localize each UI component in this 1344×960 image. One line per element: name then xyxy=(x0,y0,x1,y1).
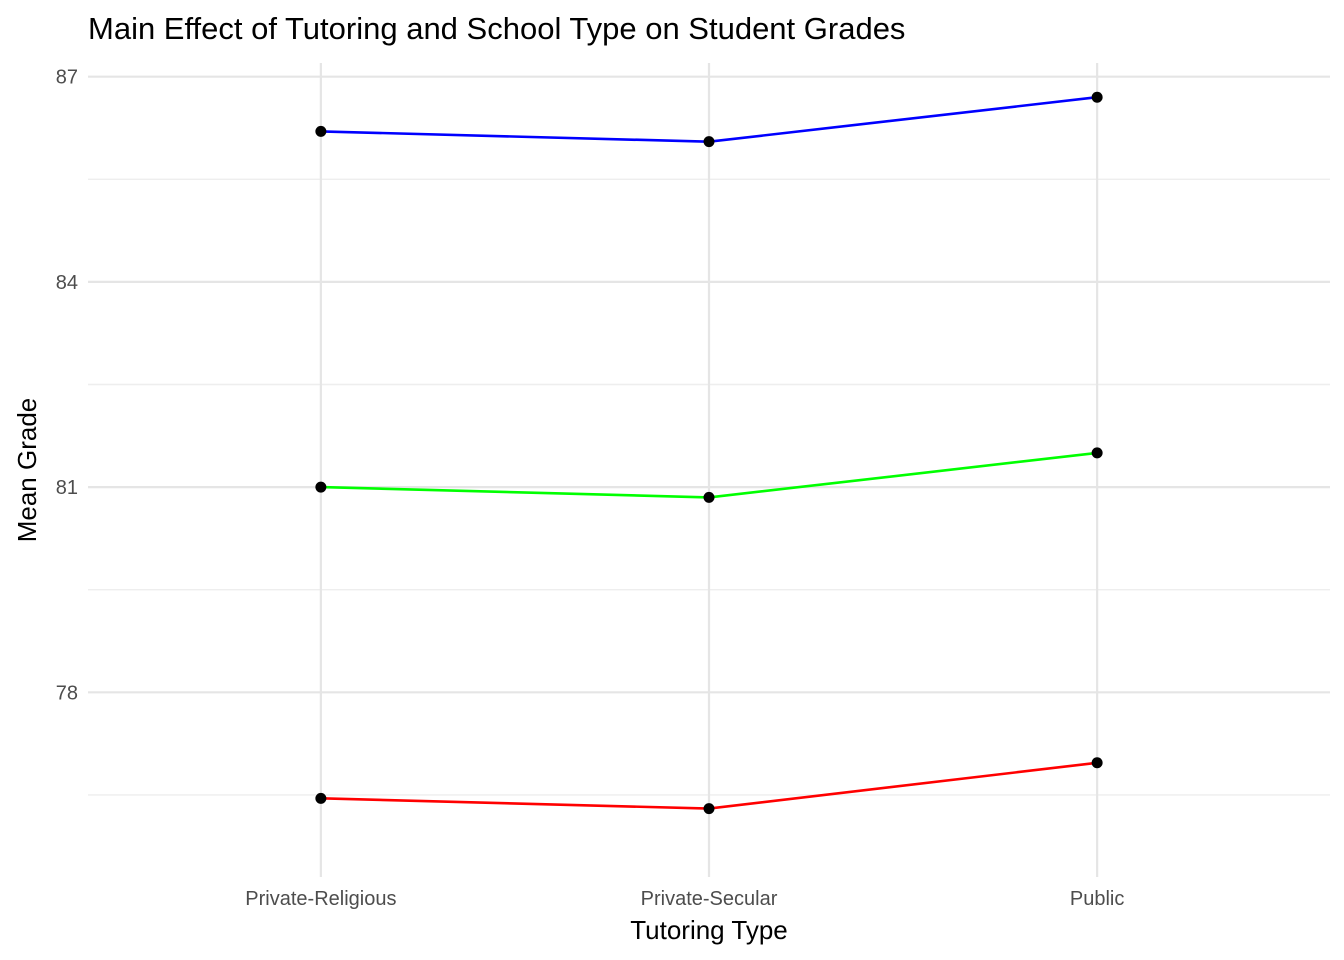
data-point xyxy=(703,803,715,815)
x-tick-label: Private-Religious xyxy=(245,888,396,910)
chart-title: Main Effect of Tutoring and School Type … xyxy=(88,11,905,46)
x-tick-label: Public xyxy=(1070,888,1124,910)
data-point xyxy=(315,481,327,493)
y-axis-ticks: 78 81 84 87 xyxy=(56,67,78,705)
data-point xyxy=(315,125,327,137)
data-point xyxy=(1091,91,1103,103)
y-axis-title: Mean Grade xyxy=(12,398,42,543)
data-point xyxy=(703,491,715,503)
y-tick-label: 78 xyxy=(56,682,78,704)
data-point xyxy=(1091,757,1103,769)
x-axis-title: Tutoring Type xyxy=(630,915,788,945)
y-tick-label: 84 xyxy=(56,272,78,294)
data-point xyxy=(703,136,715,148)
x-tick-label: Private-Secular xyxy=(641,888,778,910)
grid-layer xyxy=(88,63,1330,877)
y-tick-label: 87 xyxy=(56,67,78,89)
y-tick-label: 81 xyxy=(56,477,78,499)
x-axis-ticks: Private-Religious Private-Secular Public xyxy=(245,888,1124,910)
data-point xyxy=(315,792,327,804)
data-point xyxy=(1091,447,1103,459)
points-layer xyxy=(315,91,1103,815)
